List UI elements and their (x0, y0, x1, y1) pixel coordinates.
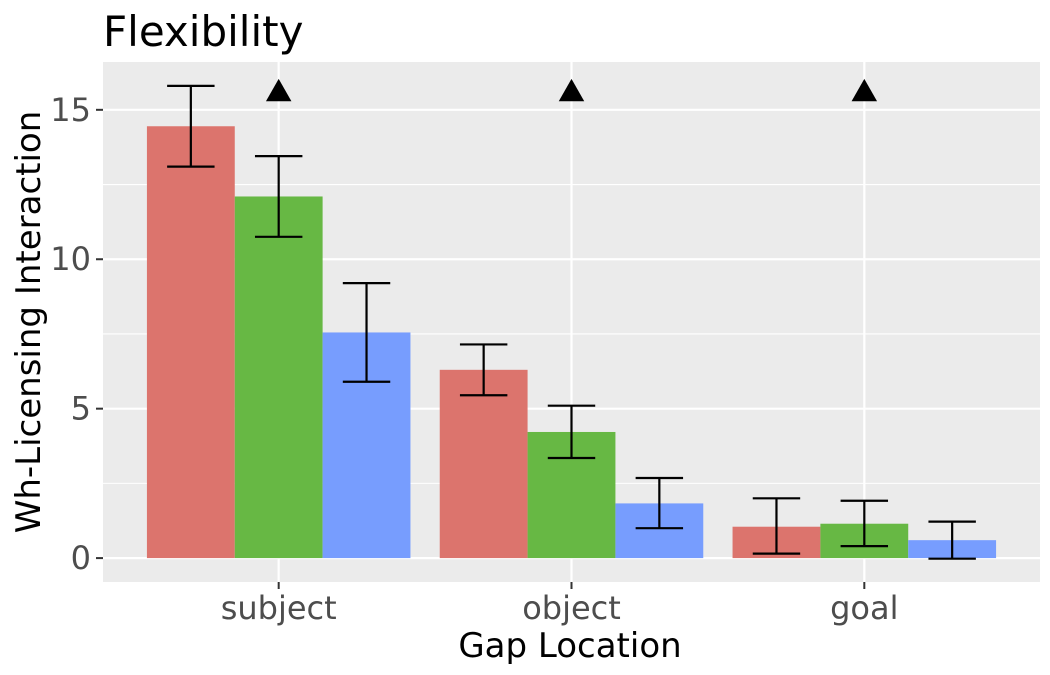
error-bar-series-1-goal (752, 497, 801, 555)
error-bar-series-3-goal (928, 520, 976, 560)
triangle-marker-object (558, 78, 585, 102)
error-bar-series-1-subject (167, 84, 215, 168)
error-bar-series-2-subject (254, 155, 303, 238)
y-tick-label: 15 (50, 91, 91, 129)
error-bar-series-2-object (547, 404, 596, 460)
error-bars (167, 84, 976, 560)
x-axis: subject object goal (221, 582, 899, 627)
y-axis-title: Wh-Licensing Interaction (9, 111, 49, 534)
error-bar-series-2-goal (840, 499, 889, 548)
x-axis-title: Gap Location (458, 626, 681, 666)
triangle-marker-subject (265, 78, 292, 102)
y-tick-label: 5 (71, 390, 91, 428)
chart-title: Flexibility (103, 7, 303, 56)
bar-series-1-subject (146, 126, 235, 559)
triangle-marker-goal (851, 78, 878, 102)
x-tick-label: goal (830, 589, 898, 627)
x-tick-label: object (522, 589, 621, 627)
error-bar-series-3-object (635, 476, 684, 530)
error-bar-series-1-object (459, 343, 508, 397)
bar-series-2-subject (234, 196, 323, 559)
error-bar-series-3-subject (342, 282, 391, 383)
bar-series-1-object (439, 369, 528, 559)
bars (146, 126, 997, 559)
y-tick-label: 0 (71, 539, 91, 577)
markers (265, 78, 878, 102)
x-tick-label: subject (221, 589, 337, 627)
y-tick-label: 10 (50, 240, 91, 278)
y-axis: 0 5 10 15 (50, 91, 103, 577)
